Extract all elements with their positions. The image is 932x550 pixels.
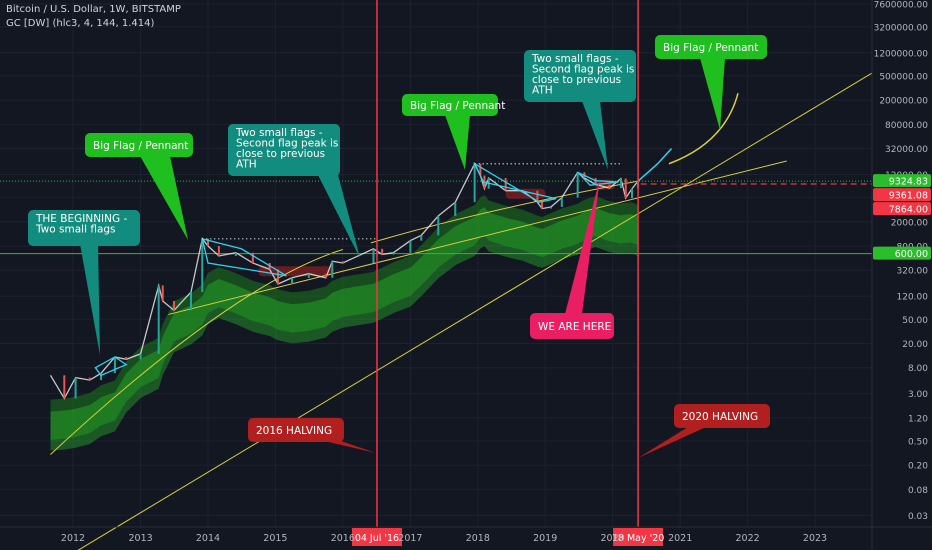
callout-box-4 bbox=[402, 94, 498, 116]
price-series bbox=[49, 148, 673, 400]
y-tick-label: 500000.00 bbox=[879, 72, 928, 82]
y-tick-label: 1.20 bbox=[908, 414, 928, 424]
projection-curve bbox=[668, 92, 739, 165]
x-tick-label: 2017 bbox=[398, 533, 422, 544]
callout-box-6 bbox=[655, 35, 767, 59]
callout-text-8: 2016 HALVING bbox=[256, 425, 332, 437]
y-tick-label: 3200000.00 bbox=[874, 23, 929, 33]
x-tick-label: 2018 bbox=[466, 533, 490, 544]
callout-pointer-5 bbox=[582, 101, 608, 170]
band-ribbon bbox=[50, 207, 639, 451]
flag-outline bbox=[94, 356, 128, 377]
callout-box-7 bbox=[530, 313, 614, 339]
x-tick-label: 2015 bbox=[263, 533, 287, 544]
callout-text-4: Big Flag / Pennant bbox=[410, 100, 505, 112]
y-tick-label: 50.00 bbox=[902, 316, 928, 326]
price-badge-label-high: 9361.08 bbox=[889, 191, 928, 202]
projection-line bbox=[637, 148, 673, 182]
x-tick-label: 2019 bbox=[533, 533, 557, 544]
callout-pointer-6 bbox=[700, 58, 725, 130]
callout-text-1: THE BEGINNING -Two small flags bbox=[35, 213, 127, 236]
lower-trendline bbox=[168, 160, 787, 315]
callouts: THE BEGINNING -Two small flags Big Flag /… bbox=[28, 35, 770, 458]
callout-pointer-8 bbox=[320, 440, 376, 453]
price-badge-support bbox=[873, 246, 931, 260]
price-badge-low bbox=[873, 202, 931, 216]
indicator-title: GC [DW] (hlc3, 4, 144, 1.414) bbox=[6, 18, 155, 29]
callout-pointer-1 bbox=[80, 244, 100, 355]
callout-text-7: WE ARE HERE bbox=[538, 321, 611, 333]
band-ribbon bbox=[50, 195, 639, 440]
x-tick-label: 2021 bbox=[668, 533, 692, 544]
callout-box-5 bbox=[524, 50, 636, 102]
symbol-title: Bitcoin / U.S. Dollar, 1W, BITSTAMP bbox=[6, 4, 181, 15]
y-tick-label: 320.00 bbox=[897, 267, 929, 277]
callout-pointer-7 bbox=[565, 178, 600, 314]
halving-date-label-2: 18 May '20 bbox=[612, 533, 664, 544]
callout-text-5: Two small flags -Second flag peak is clos… bbox=[531, 53, 634, 97]
x-tick-label: 2023 bbox=[803, 533, 827, 544]
callout-box-2 bbox=[85, 133, 193, 157]
price-badge-label-current: 9324.83 bbox=[889, 177, 928, 188]
price-badge-current bbox=[873, 174, 931, 188]
flag-outline bbox=[201, 237, 287, 277]
y-tick-label: 1200000.00 bbox=[874, 49, 929, 59]
x-tick-label: 2014 bbox=[196, 533, 220, 544]
x-tick-label: 2013 bbox=[128, 533, 152, 544]
y-tick-label: 200000.00 bbox=[879, 97, 928, 107]
y-tick-label: 20.00 bbox=[902, 340, 928, 350]
y-tick-label: 120.00 bbox=[897, 293, 929, 303]
y-tick-label: 8.00 bbox=[908, 364, 928, 374]
halving-date-label-1: 04 Jul '16 bbox=[355, 533, 399, 544]
curve-1 bbox=[50, 249, 343, 455]
y-tick-label: 0.50 bbox=[908, 437, 928, 447]
y-tick-label: 80000.00 bbox=[885, 121, 928, 131]
y-tick-label: 0.20 bbox=[908, 462, 928, 472]
x-tick-label: 2012 bbox=[61, 533, 85, 544]
flag-outline bbox=[473, 162, 557, 203]
callout-text-6: Big Flag / Pennant bbox=[663, 42, 758, 54]
callout-box-1 bbox=[28, 210, 140, 246]
callout-text-3: Two small flags -Second flag peak is clos… bbox=[235, 127, 338, 171]
y-axis-panel bbox=[872, 0, 932, 550]
x-tick-label: 2020 bbox=[601, 533, 625, 544]
callout-pointer-2 bbox=[140, 156, 188, 240]
y-tick-label: 32000.00 bbox=[885, 145, 928, 155]
y-tick-label: 2000.00 bbox=[891, 218, 928, 228]
flag-outline bbox=[577, 171, 619, 186]
price-badge-label-support: 600.00 bbox=[895, 249, 928, 260]
callout-pointer-9 bbox=[638, 427, 706, 458]
callout-pointer-3 bbox=[318, 175, 360, 258]
halving-date-badge-2 bbox=[613, 528, 664, 546]
flag-patterns bbox=[94, 162, 621, 377]
upper-trendline bbox=[77, 72, 873, 550]
callout-text-9: 2020 HALVING bbox=[682, 411, 758, 423]
callout-box-3 bbox=[228, 124, 340, 176]
halving-markers: 04 Jul '16 18 May '20 bbox=[351, 0, 664, 546]
y-tick-label: 3.00 bbox=[908, 390, 928, 400]
halving-date-badge-1 bbox=[351, 528, 402, 546]
callout-text-2: Big Flag / Pennant bbox=[93, 140, 188, 152]
y-tick-label: 0.03 bbox=[908, 512, 928, 522]
y-tick-label: 0.08 bbox=[908, 486, 928, 496]
price-badge-high bbox=[873, 188, 931, 202]
x-tick-label: 2016 bbox=[331, 533, 355, 544]
price-badge-label-low: 7864.00 bbox=[889, 205, 928, 216]
callout-pointer-4 bbox=[445, 115, 470, 170]
callout-box-9 bbox=[674, 404, 770, 428]
callout-box-8 bbox=[248, 418, 344, 442]
y-tick-label: 7600000.00 bbox=[874, 1, 929, 11]
x-tick-label: 2022 bbox=[736, 533, 760, 544]
